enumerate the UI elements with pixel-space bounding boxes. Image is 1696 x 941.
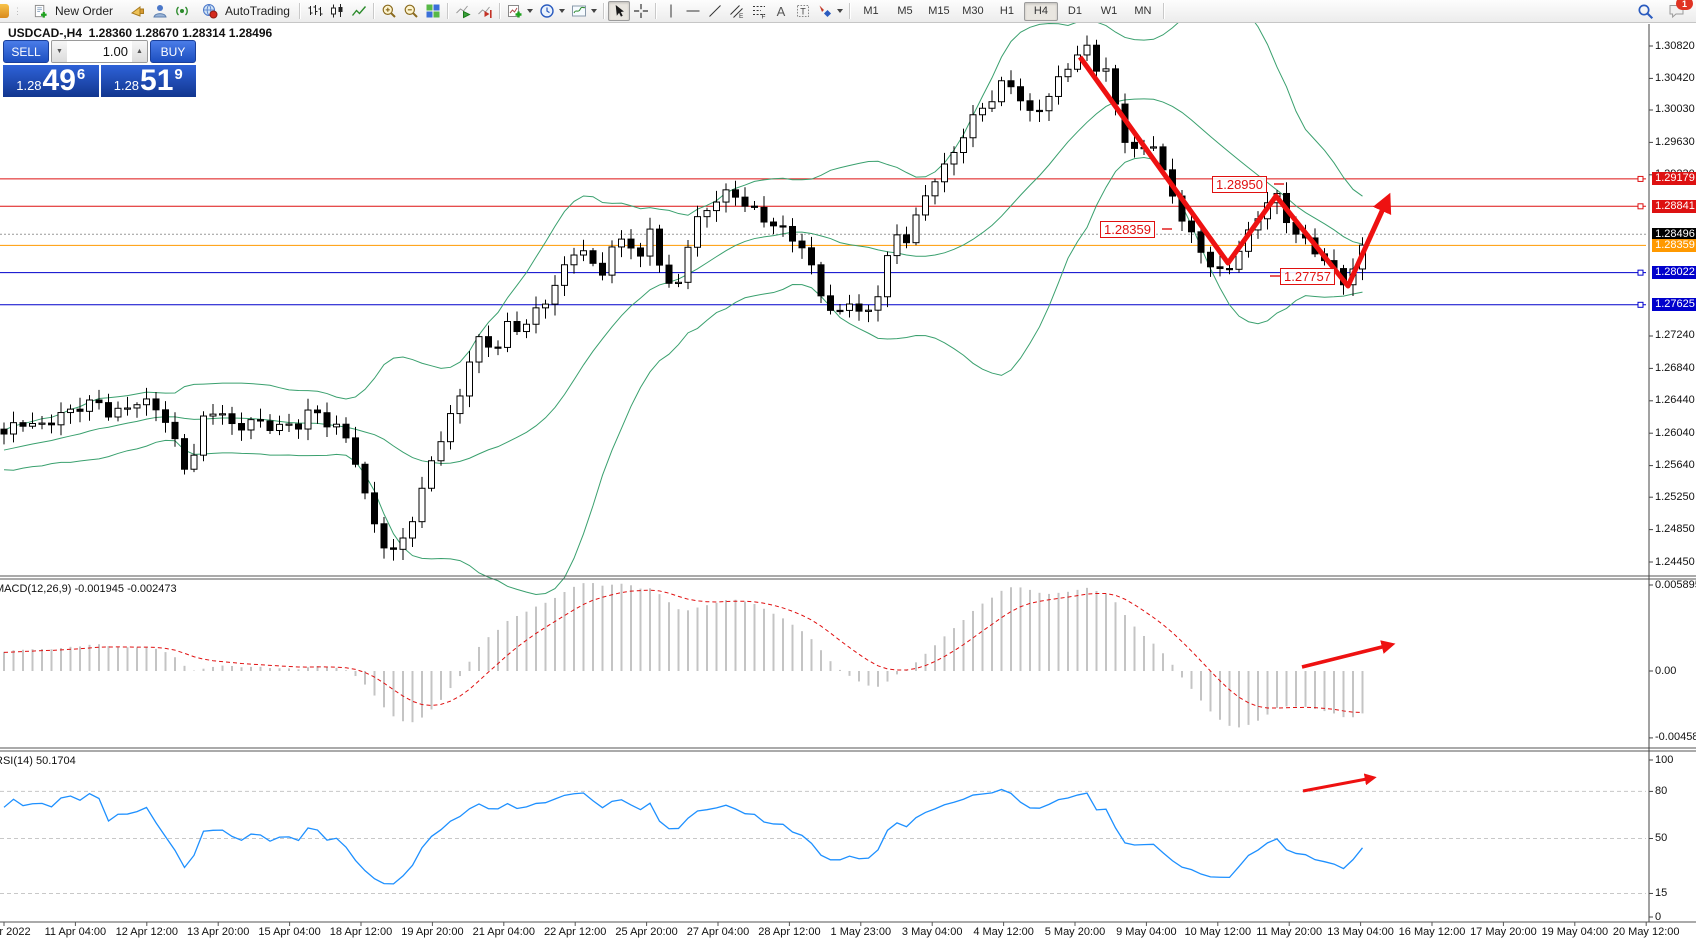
toolbar-grip: ⋮ — [13, 5, 22, 16]
timeframe-w1[interactable]: W1 — [1100, 5, 1118, 17]
period-dropdown[interactable] — [558, 9, 565, 13]
text-icon[interactable]: A — [776, 3, 786, 19]
bid-sup-digit: 6 — [76, 66, 86, 83]
search-icon[interactable] — [1634, 1, 1656, 21]
crosshair-icon[interactable] — [630, 1, 652, 21]
text-label-icon[interactable]: T — [792, 1, 814, 21]
timeframe-mn[interactable]: MN — [1134, 5, 1152, 17]
bollinger-band — [3, 98, 1363, 464]
bollinger-band — [3, 157, 1363, 596]
profile-icon[interactable] — [149, 1, 171, 21]
signal-icon[interactable] — [171, 1, 193, 21]
new-order-icon — [29, 1, 51, 21]
one-click-trading-panel: SELL ▼ 1.00 ▲ BUY 1.28 49 6 1.28 51 9 — [3, 40, 196, 97]
bid-big-digits: 49 — [42, 64, 76, 97]
volume-decrease-button[interactable]: ▼ — [52, 41, 67, 62]
bid-price[interactable]: 1.28 49 6 — [3, 65, 99, 97]
buy-button[interactable]: BUY — [150, 40, 196, 63]
bar-chart-icon[interactable] — [304, 1, 326, 21]
tile-windows-icon[interactable] — [422, 1, 444, 21]
ask-sup-digit: 9 — [174, 66, 183, 83]
horizontal-line-icon[interactable] — [682, 1, 704, 21]
template-dropdown[interactable] — [590, 9, 597, 13]
trend-arrow — [1302, 773, 1377, 793]
trend-arrow — [1301, 640, 1396, 669]
vertical-line-icon[interactable] — [660, 1, 682, 21]
auto-scroll-icon[interactable] — [452, 1, 474, 21]
new-order-label: New Order — [55, 4, 114, 18]
rsi-label: RSI(14) 50.1704 — [0, 755, 76, 767]
autotrading-label: AutoTrading — [225, 4, 290, 18]
autotrading-button[interactable]: AutoTrading — [193, 1, 296, 21]
timeframe-m15[interactable]: M15 — [928, 5, 950, 17]
timeframe-h1[interactable]: H1 — [999, 5, 1014, 17]
candlestick-chart-icon[interactable] — [326, 1, 348, 21]
bid-prefix: 1.28 — [16, 78, 42, 93]
bollinger-band — [3, 0, 1363, 431]
trend-arrow — [1077, 55, 1392, 289]
timeframe-group: M1 M5 M15 M30 H1 H4 D1 W1 MN — [854, 1, 1160, 21]
svg-text:F: F — [761, 14, 765, 20]
ask-big-digits: 51 — [140, 64, 174, 97]
ask-prefix: 1.28 — [113, 78, 140, 93]
cursor-icon[interactable] — [607, 1, 630, 21]
zoom-in-icon[interactable] — [378, 1, 400, 21]
timeframe-h4[interactable]: H4 — [1023, 1, 1058, 21]
arrows-dropdown[interactable] — [836, 9, 843, 13]
new-indicator-icon[interactable] — [504, 1, 526, 21]
arrows-shapes-icon[interactable] — [814, 1, 836, 21]
chart-shift-icon[interactable] — [474, 1, 496, 21]
globe-icon — [199, 1, 221, 21]
period-clock-icon[interactable] — [536, 1, 558, 21]
macd-signal-line — [3, 589, 1363, 713]
template-icon[interactable] — [568, 1, 590, 21]
notification-badge: 1 — [1676, 0, 1693, 10]
trendline-icon[interactable] — [704, 1, 726, 21]
main-toolbar: ⋮ New Order AutoTrading E F A T M1 M5 M15 M… — [0, 0, 1696, 23]
timeframe-d1[interactable]: D1 — [1067, 5, 1082, 17]
sell-button[interactable]: SELL — [3, 40, 49, 63]
timeframe-m30[interactable]: M30 — [962, 5, 984, 17]
new-indicator-dropdown[interactable] — [526, 9, 533, 13]
new-order-button[interactable]: New Order — [23, 1, 119, 21]
volume-value[interactable]: 1.00 — [102, 44, 128, 59]
timeframe-m1[interactable]: M1 — [863, 5, 879, 17]
chat-icon[interactable]: 1 — [1666, 0, 1693, 21]
horn-icon[interactable] — [127, 1, 149, 21]
rsi-line — [3, 788, 1364, 885]
ask-price[interactable]: 1.28 51 9 — [100, 64, 196, 97]
clipped-icon — [0, 4, 9, 18]
macd-label: MACD(12,26,9) -0.001945 -0.002473 — [0, 583, 177, 595]
candles — [0, 35, 1366, 561]
volume-stepper: ▼ 1.00 ▲ — [51, 40, 148, 63]
svg-text:T: T — [800, 7, 806, 17]
fibonacci-icon[interactable]: F — [748, 1, 770, 21]
volume-increase-button[interactable]: ▲ — [132, 41, 147, 62]
chart-title: USDCAD-,H4 1.28360 1.28670 1.28314 1.284… — [8, 26, 273, 40]
timeframe-m5[interactable]: M5 — [897, 5, 913, 17]
channel-icon[interactable]: E — [726, 1, 748, 21]
line-chart-icon[interactable] — [348, 1, 370, 21]
zoom-out-icon[interactable] — [400, 1, 422, 21]
svg-text:E: E — [739, 13, 744, 19]
